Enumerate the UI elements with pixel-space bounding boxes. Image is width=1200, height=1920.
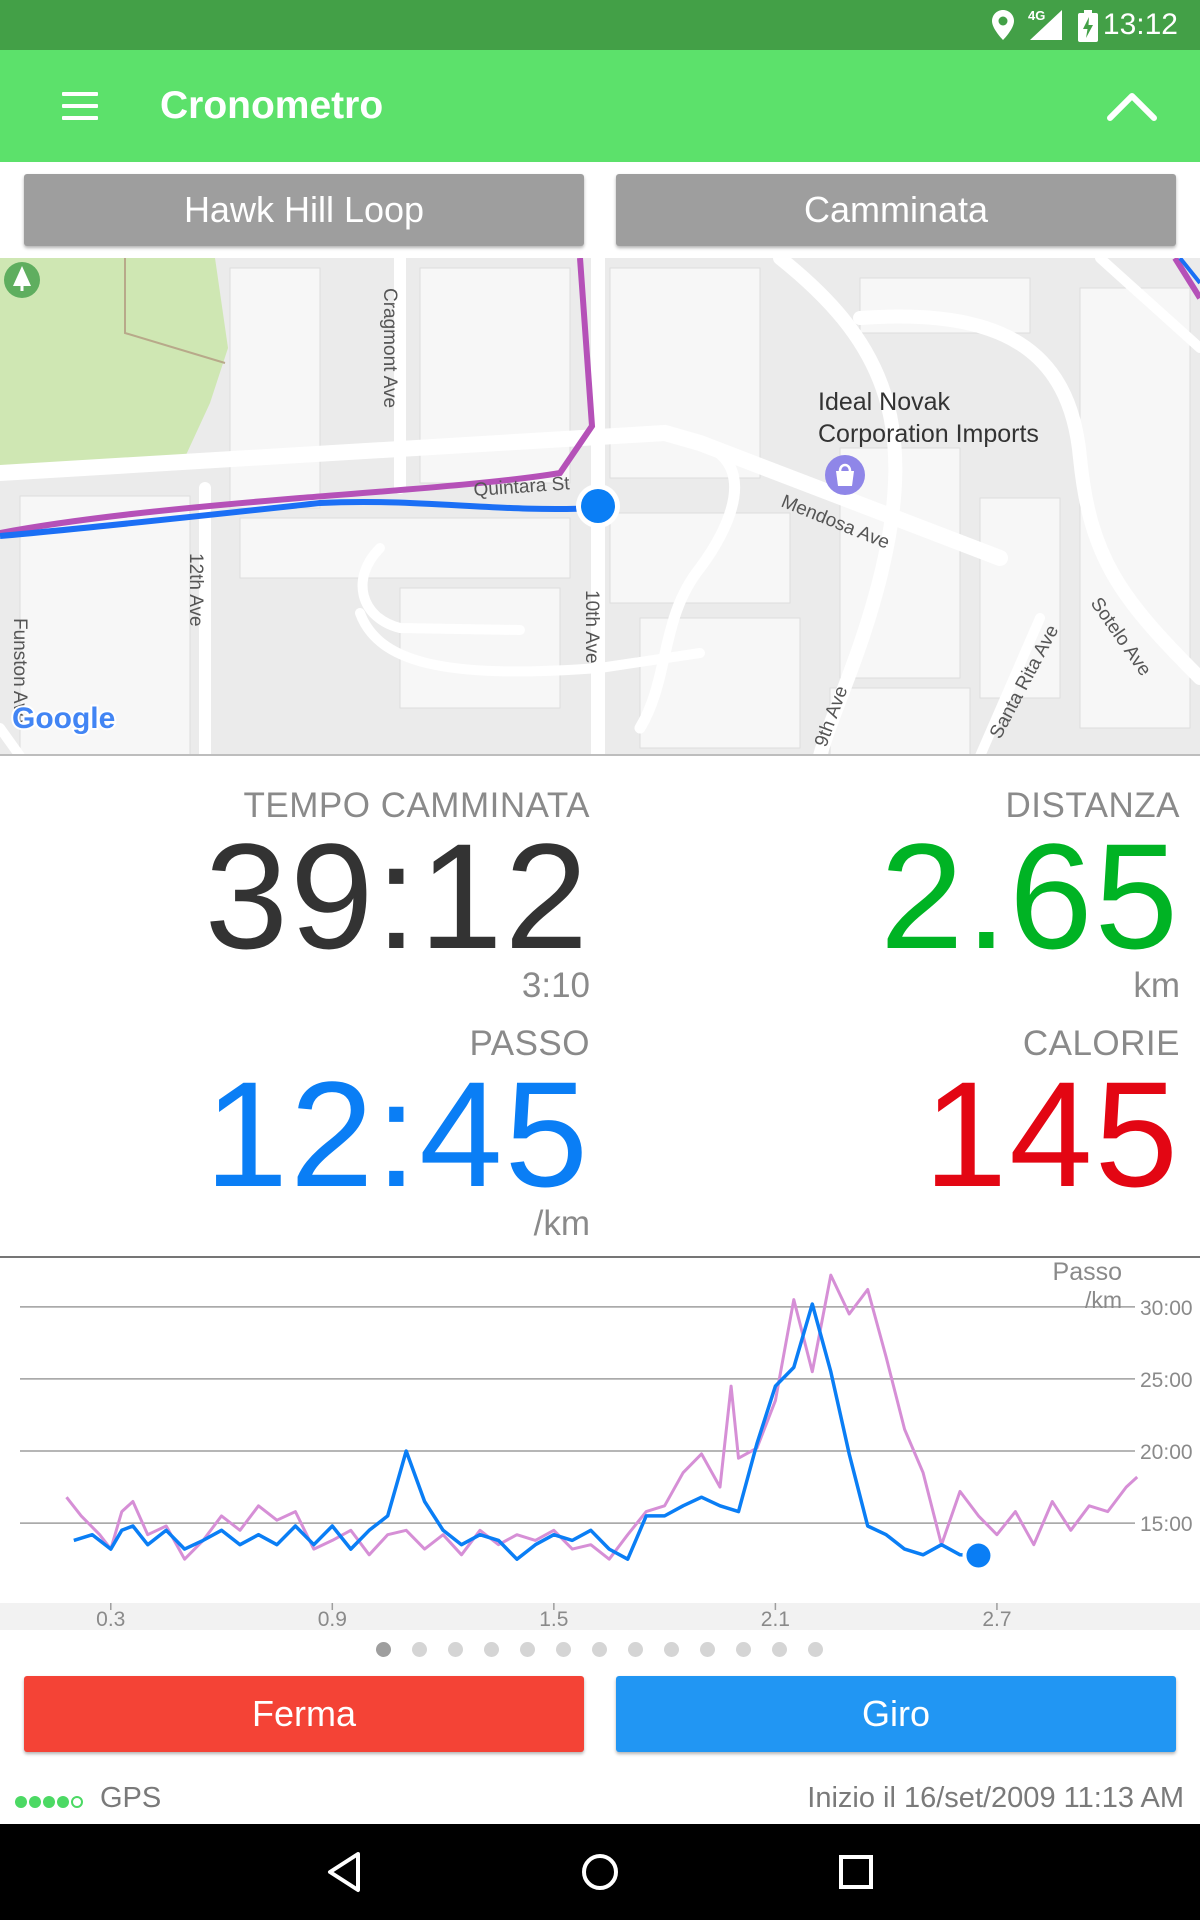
page-dot[interactable] xyxy=(448,1642,463,1657)
calories-label: CALORIE xyxy=(1022,1024,1180,1063)
page-dot[interactable] xyxy=(520,1642,535,1657)
reference-pace-line xyxy=(65,1273,1139,1561)
hamburger-menu-icon[interactable] xyxy=(58,88,102,124)
pace-stat: PASSO 12:45 /km xyxy=(205,1024,590,1244)
y-axis-label: Passo xyxy=(1053,1258,1122,1286)
back-icon[interactable] xyxy=(322,1850,366,1894)
y-tick-label: 15:00 xyxy=(1140,1513,1193,1536)
google-logo: Google xyxy=(12,702,115,735)
y-tick-label: 25:00 xyxy=(1140,1369,1193,1392)
calories-value: 145 xyxy=(923,1050,1180,1218)
signal-icon xyxy=(1030,10,1062,40)
x-tick-label: 2.1 xyxy=(761,1608,790,1630)
pace-value: 12:45 xyxy=(204,1050,590,1218)
page-indicator xyxy=(0,1642,1200,1658)
x-tick-label: 2.7 xyxy=(982,1608,1011,1630)
park-area xyxy=(0,258,228,476)
status-bar: 4G 13:12 xyxy=(0,0,1200,50)
calories-stat: CALORIE 145 xyxy=(923,1024,1180,1218)
chevron-up-icon[interactable] xyxy=(1104,86,1160,126)
stop-button[interactable]: Ferma xyxy=(24,1676,584,1752)
lap-button[interactable]: Giro xyxy=(616,1676,1176,1752)
location-icon xyxy=(992,10,1014,40)
street-label: Cragmont Ave xyxy=(379,288,400,408)
pace-unit: /km xyxy=(533,1204,590,1243)
gps-strength-icon xyxy=(15,1796,83,1808)
system-nav-bar xyxy=(0,1824,1200,1920)
home-icon[interactable] xyxy=(578,1850,622,1894)
page-dot[interactable] xyxy=(412,1642,427,1657)
start-time-label: Inizio il 16/set/2009 11:13 AM xyxy=(807,1782,1184,1814)
clock: 13:12 xyxy=(1102,8,1178,41)
pace-chart-svg[interactable]: 30:00 25:00 20:00 15:00 0.3 0.9 1.5 2.1 2.7 Pas… xyxy=(0,1258,1200,1631)
street-label: 10th Ave xyxy=(581,590,602,664)
park-trail xyxy=(124,258,226,364)
planned-route-line-edge xyxy=(1172,258,1200,300)
page-dot[interactable] xyxy=(736,1642,751,1657)
distance-stat: DISTANZA 2.65 km xyxy=(880,786,1180,1006)
gps-label: GPS xyxy=(100,1782,162,1814)
current-pace-line xyxy=(73,1302,979,1561)
street-label: 12th Ave xyxy=(185,553,206,627)
distance-unit: km xyxy=(1133,966,1180,1005)
track-line-edge xyxy=(1178,258,1200,285)
time-sub-value: 3:10 xyxy=(521,966,590,1005)
pace-chart[interactable]: 30:00 25:00 20:00 15:00 0.3 0.9 1.5 2.1 2.7 Pas… xyxy=(0,1258,1200,1631)
poi-name-line2: Corporation Imports xyxy=(818,420,1039,448)
page-dot[interactable] xyxy=(628,1642,643,1657)
x-tick-label: 0.3 xyxy=(96,1608,125,1630)
y-axis-unit: /km xyxy=(1085,1287,1122,1313)
y-tick-label: 20:00 xyxy=(1140,1441,1193,1464)
time-value: 39:12 xyxy=(204,812,590,980)
distance-value: 2.65 xyxy=(880,812,1180,980)
track-line xyxy=(0,499,599,539)
street-label: Funston Ave xyxy=(9,618,30,723)
battery-charging-icon xyxy=(1078,10,1098,42)
network-type-label: 4G xyxy=(1028,8,1046,23)
x-axis-band xyxy=(0,1603,1200,1630)
x-tick-label: 1.5 xyxy=(539,1608,568,1630)
page-dot[interactable] xyxy=(556,1642,571,1657)
route-map[interactable]: Ideal Novak Corporation Imports Cragmont… xyxy=(0,258,1200,756)
page-title: Cronometro xyxy=(160,84,384,127)
page-dot[interactable] xyxy=(808,1642,823,1657)
time-stat: TEMPO CAMMINATA 39:12 3:10 xyxy=(205,786,590,1006)
y-tick-label: 30:00 xyxy=(1140,1297,1193,1320)
activity-selector-button[interactable]: Camminata xyxy=(616,174,1176,246)
stats-divider xyxy=(0,1256,1200,1258)
page-dot[interactable] xyxy=(700,1642,715,1657)
page-dot[interactable] xyxy=(664,1642,679,1657)
page-dot[interactable] xyxy=(484,1642,499,1657)
current-point-marker xyxy=(966,1543,991,1568)
footer: GPS Inizio il 16/set/2009 11:13 AM xyxy=(0,1778,1200,1822)
page-dot[interactable] xyxy=(376,1642,391,1657)
app-bar: Cronometro xyxy=(0,50,1200,162)
pace-label: PASSO xyxy=(469,1024,590,1063)
street-network xyxy=(0,258,1200,754)
page-dot[interactable] xyxy=(772,1642,787,1657)
building-blocks xyxy=(19,267,1191,754)
recents-icon[interactable] xyxy=(834,1850,878,1894)
selector-row: Hawk Hill Loop Camminata xyxy=(0,174,1200,246)
poi-name-line1: Ideal Novak xyxy=(818,388,951,416)
current-location-marker[interactable] xyxy=(581,489,615,523)
page-dot[interactable] xyxy=(592,1642,607,1657)
map-canvas[interactable]: Ideal Novak Corporation Imports Cragmont… xyxy=(0,258,1200,756)
route-selector-button[interactable]: Hawk Hill Loop xyxy=(24,174,584,246)
time-label: TEMPO CAMMINATA xyxy=(243,786,590,825)
distance-label: DISTANZA xyxy=(1005,786,1180,825)
x-tick-label: 0.9 xyxy=(318,1608,347,1630)
planned-route-line xyxy=(0,258,596,536)
